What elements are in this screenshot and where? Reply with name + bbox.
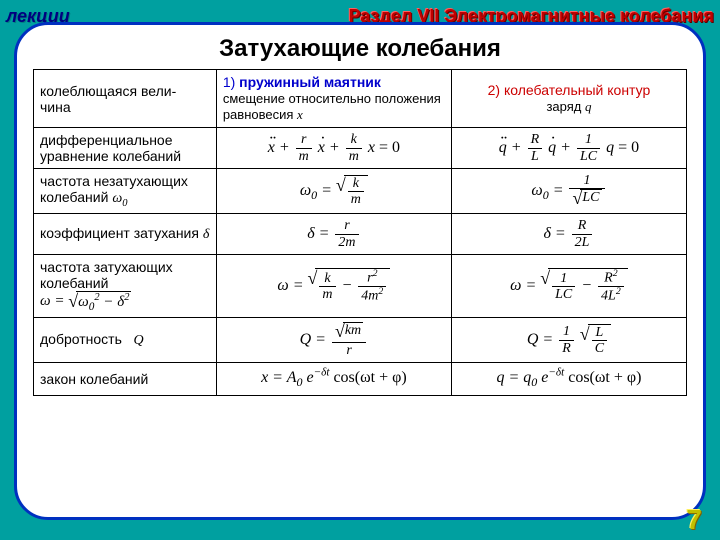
table-row: закон колебаний x = A0 e−δt cos(ωt + φ) …	[34, 363, 687, 396]
page-number: 7	[686, 504, 702, 536]
cell-omega-circuit: ω = 1LC − R24L2	[451, 254, 686, 317]
cell-spring-header: 1) пружинный маятник смещение относитель…	[216, 70, 451, 128]
cell-q-spring: Q = kmr	[216, 317, 451, 362]
table-row: дифференциальное уравнение колебаний x +…	[34, 128, 687, 169]
row-label: колеблющаяся вели- чина	[34, 70, 217, 128]
row-label: дифференциальное уравнение колебаний	[34, 128, 217, 169]
row-label: частота затухающих колебаний ω = ω02 − δ…	[34, 254, 217, 317]
page-title: Затухающие колебания	[33, 35, 687, 63]
table-row: коэффициент затухания δ δ = r2m δ = R2L	[34, 214, 687, 255]
row-label: частота незатухающих колебаний ω0	[34, 169, 217, 214]
cell-delta-spring: δ = r2m	[216, 214, 451, 255]
cell-de-spring: x + rm x + km x = 0	[216, 128, 451, 169]
table-row: частота незатухающих колебаний ω0 ω0 = k…	[34, 169, 687, 214]
cell-law-spring: x = A0 e−δt cos(ωt + φ)	[216, 363, 451, 396]
cell-q-circuit: Q = 1R LC	[451, 317, 686, 362]
cell-law-circuit: q = q0 e−δt cos(ωt + φ)	[451, 363, 686, 396]
cell-delta-circuit: δ = R2L	[451, 214, 686, 255]
row-label: закон колебаний	[34, 363, 217, 396]
comparison-table: колеблющаяся вели- чина 1) пружинный мая…	[33, 69, 687, 396]
cell-omega-spring: ω = km − r24m2	[216, 254, 451, 317]
row-label: коэффициент затухания δ	[34, 214, 217, 255]
row-label: добротность Q	[34, 317, 217, 362]
table-row: добротность Q Q = kmr Q = 1R LC	[34, 317, 687, 362]
cell-w0-circuit: ω0 = 1LC	[451, 169, 686, 214]
cell-circuit-header: 2) колебательный контур заряд q	[451, 70, 686, 128]
content-panel: Затухающие колебания колеблющаяся вели- …	[14, 22, 706, 520]
table-row: частота затухающих колебаний ω = ω02 − δ…	[34, 254, 687, 317]
cell-w0-spring: ω0 = km	[216, 169, 451, 214]
cell-de-circuit: q + RL q + 1LC q = 0	[451, 128, 686, 169]
table-row: колеблющаяся вели- чина 1) пружинный мая…	[34, 70, 687, 128]
